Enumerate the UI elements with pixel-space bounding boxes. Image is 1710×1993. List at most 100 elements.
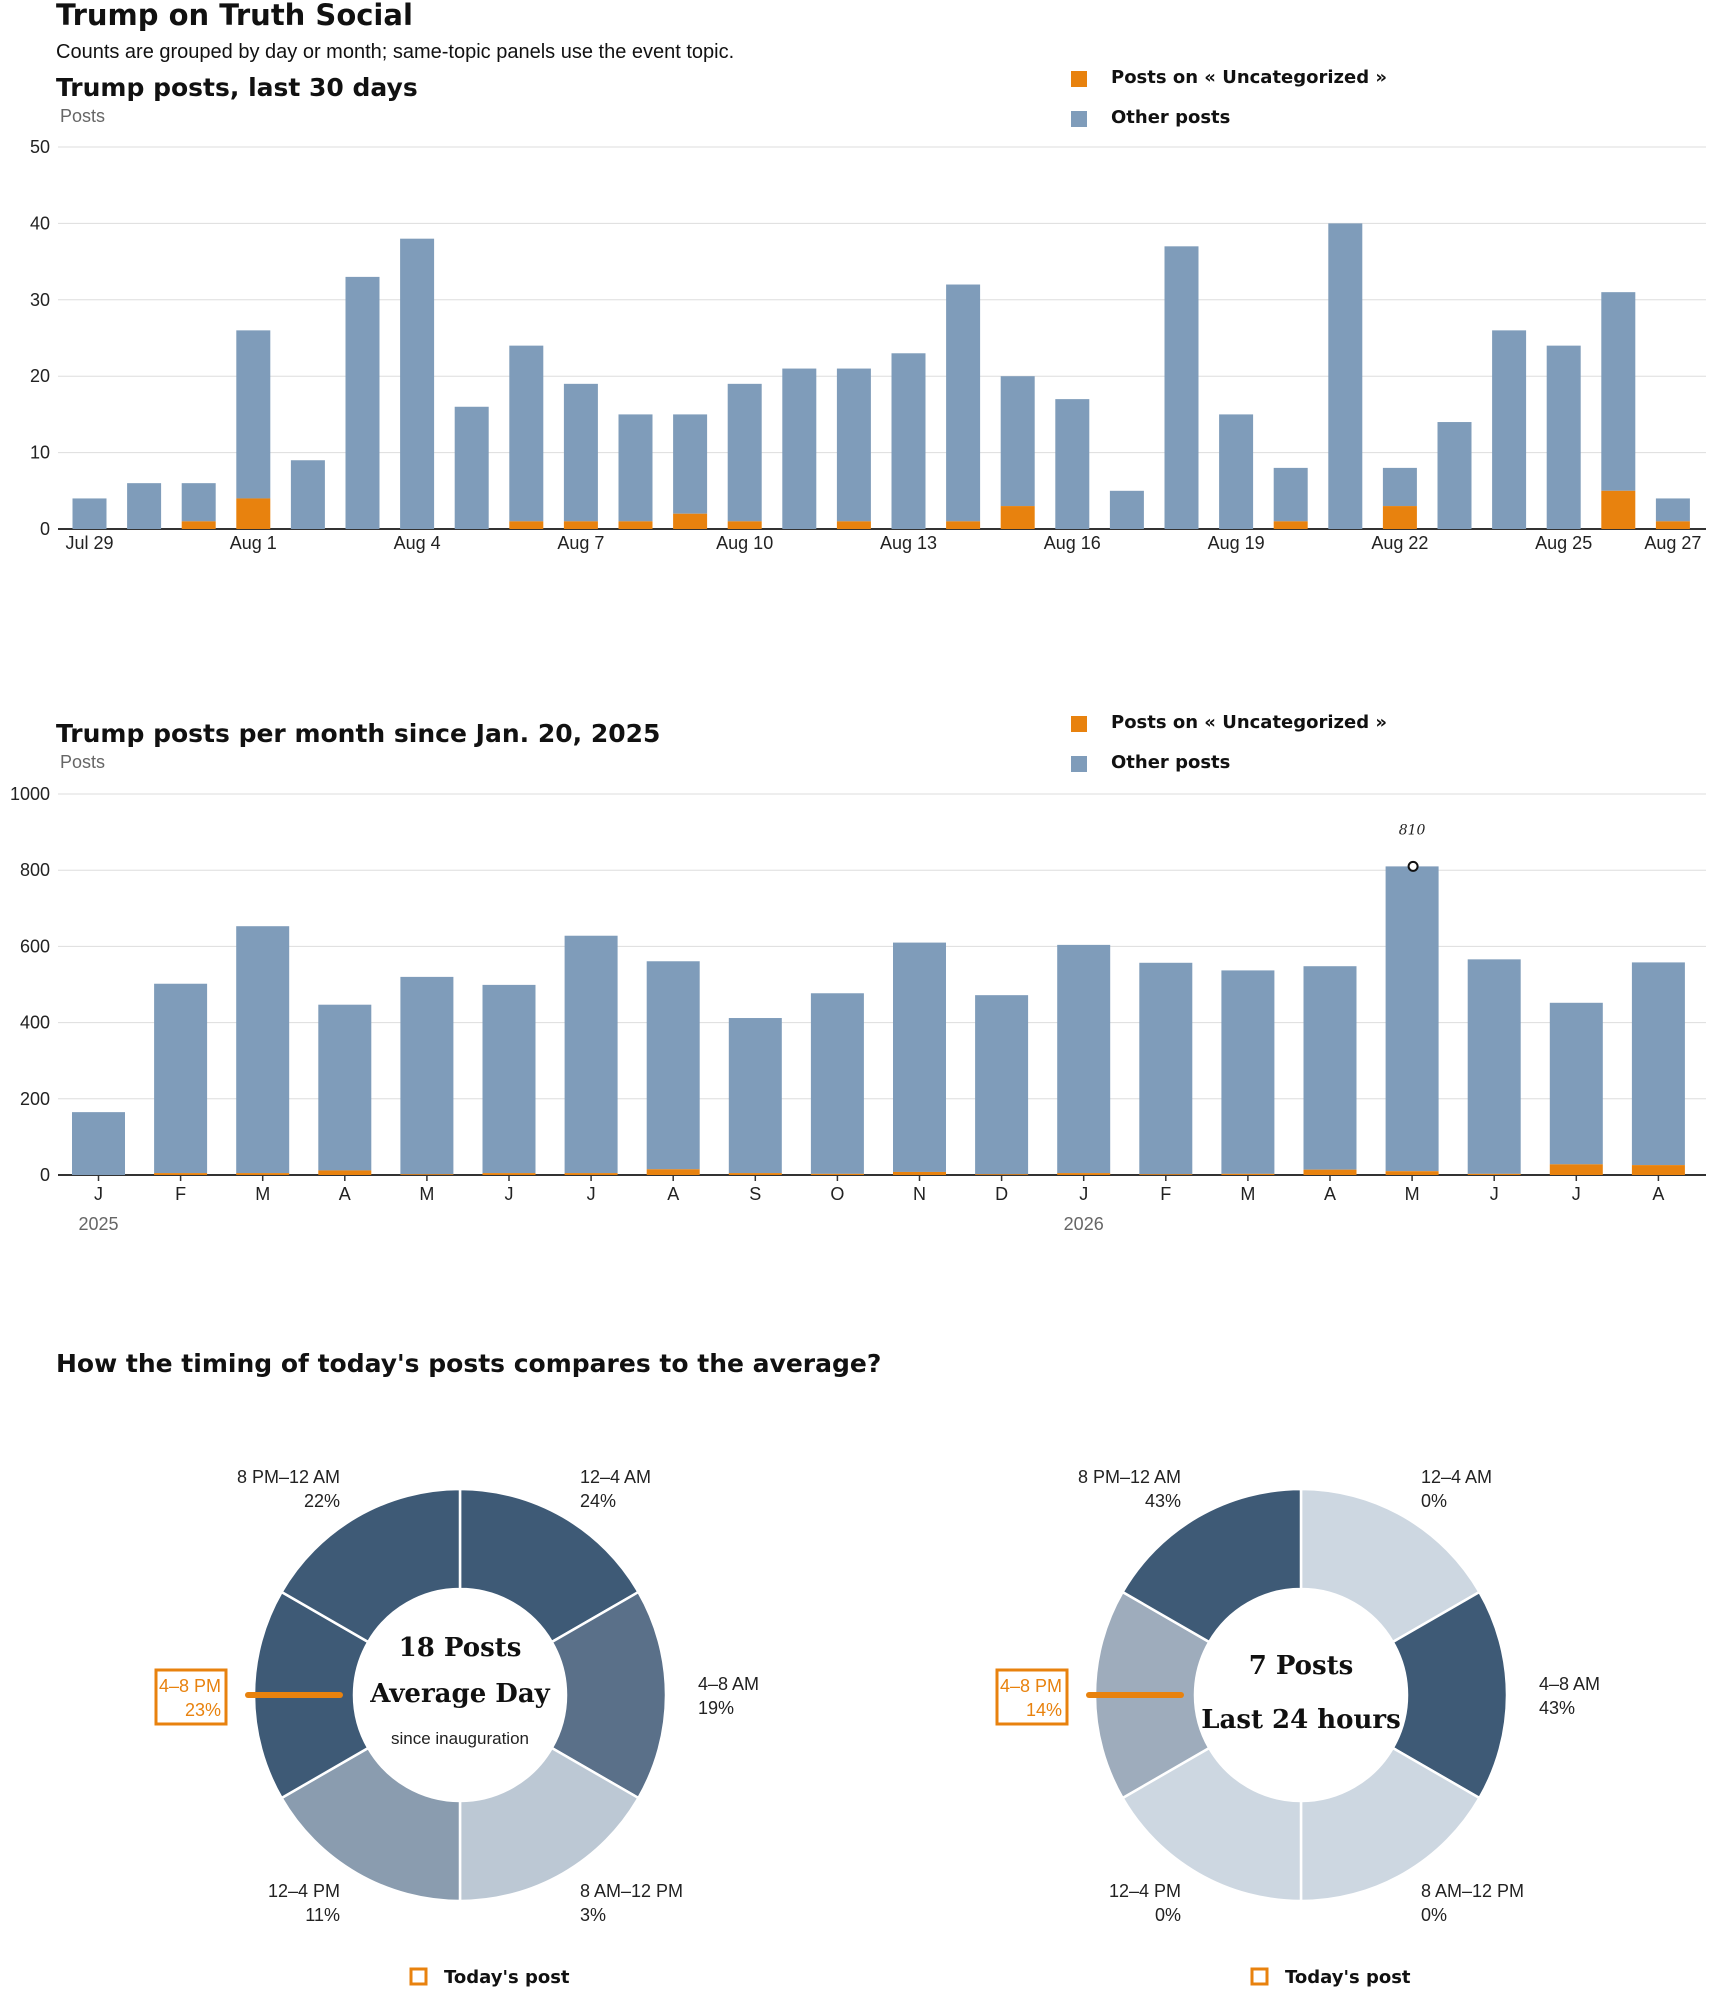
bar-topic-posts	[975, 1174, 1029, 1175]
x-tick-label: J	[94, 1184, 103, 1204]
y-tick-label: 40	[30, 213, 50, 233]
bar-topic-posts	[1382, 506, 1417, 529]
average-day-donut: 12–4 AM 24% 4–8 AM 19% 8 AM–12 PM 3% 12–4 PM 11…	[154, 1467, 759, 1988]
bar-other-posts	[181, 483, 216, 522]
bar-topic-posts	[893, 1171, 946, 1175]
x-tick-label: Aug 27	[1644, 533, 1701, 553]
bar-other-posts	[891, 353, 926, 529]
x-tick-label: Aug 16	[1044, 533, 1101, 553]
bar-other-posts	[1057, 944, 1111, 1174]
x-tick-label: F	[175, 1184, 186, 1204]
todays-post-legend-label: Today's post	[1285, 1967, 1411, 1988]
x-tick-label: O	[830, 1184, 844, 1204]
y-tick-label: 0	[40, 519, 50, 539]
donut-slice-pct: 14%	[1026, 1700, 1062, 1720]
x-tick-label: Aug 19	[1208, 533, 1265, 553]
bar-topic-posts	[1655, 521, 1690, 529]
donut-center-caption: Last 24 hours	[1201, 1705, 1401, 1735]
bar-topic-posts	[509, 521, 544, 529]
daily-chart-title: Trump posts, last 30 days	[56, 73, 418, 102]
x-tick-label: S	[749, 1184, 761, 1204]
y-tick-label: 1000	[10, 784, 50, 804]
bar-other-posts	[1273, 467, 1308, 522]
bar-other-posts	[893, 942, 946, 1172]
y-tick-label: 30	[30, 290, 50, 310]
x-tick-label: Jul 29	[65, 533, 113, 553]
bar-other-posts	[646, 961, 700, 1170]
donut-slice-pct: 23%	[185, 1700, 221, 1720]
bar-topic-posts	[1385, 1171, 1439, 1175]
bar-other-posts	[454, 406, 489, 529]
x-tick-label: J	[1490, 1184, 1499, 1204]
bar-other-posts	[1219, 414, 1254, 529]
peak-marker	[1407, 860, 1419, 872]
donut-slice-pct: 0%	[1421, 1905, 1447, 1925]
bar-other-posts	[290, 460, 325, 529]
y-tick-label: 400	[20, 1013, 50, 1033]
bar-other-posts	[1437, 422, 1472, 529]
bar-other-posts	[1385, 866, 1439, 1172]
legend-other-label: Other posts	[1111, 752, 1230, 773]
bar-other-posts	[236, 926, 290, 1174]
legend-topic-swatch	[1071, 716, 1087, 732]
bar-other-posts	[1467, 959, 1521, 1174]
donut-slice	[1391, 1590, 1509, 1800]
donut-slice	[1299, 1487, 1482, 1644]
monthly-chart-title: Trump posts per month since Jan. 20, 202…	[56, 719, 660, 748]
x-tick-label: A	[1324, 1184, 1336, 1204]
x-tick-label: Aug 25	[1535, 533, 1592, 553]
donut-slice-label: 4–8 PM	[1000, 1676, 1062, 1696]
bar-other-posts	[975, 995, 1029, 1175]
bar-topic-posts	[728, 1173, 782, 1175]
bar-topic-posts	[181, 521, 216, 529]
x-tick-label: M	[1240, 1184, 1255, 1204]
y-tick-label: 10	[30, 443, 50, 463]
bar-other-posts	[618, 414, 653, 522]
donut-center-caption: Average Day	[369, 1679, 550, 1709]
donut-slice-label: 4–8 PM	[159, 1676, 221, 1696]
x-tick-label: Aug 7	[557, 533, 604, 553]
bar-other-posts	[1328, 223, 1363, 529]
bar-other-posts	[564, 935, 618, 1174]
donut-slice-label: 8 AM–12 PM	[580, 1881, 683, 1901]
donut-slice-label: 8 PM–12 AM	[237, 1467, 340, 1487]
bar-topic-posts	[482, 1173, 536, 1175]
donut-slice-label: 4–8 AM	[1539, 1674, 1600, 1694]
legend-other-swatch	[1071, 756, 1087, 772]
bar-other-posts	[72, 498, 107, 529]
legend-topic-label: Posts on « Uncategorized »	[1111, 712, 1387, 733]
bar-other-posts	[1655, 498, 1690, 522]
bar-other-posts	[1601, 292, 1636, 491]
page-subtitle: Counts are grouped by day or month; same…	[56, 41, 734, 63]
bar-topic-posts	[1000, 506, 1035, 529]
bar-topic-posts	[563, 521, 598, 529]
bar-other-posts	[482, 984, 536, 1174]
x-tick-label: F	[1160, 1184, 1171, 1204]
bar-other-posts	[1164, 246, 1199, 529]
donut-slice-pct: 43%	[1539, 1698, 1575, 1718]
x-tick-label: J	[1079, 1184, 1088, 1204]
bar-topic-posts	[154, 1173, 208, 1175]
donut-slice-label: 12–4 AM	[580, 1467, 651, 1487]
bar-topic-posts	[1221, 1173, 1275, 1175]
bar-other-posts	[946, 284, 981, 522]
bar-other-posts	[1631, 962, 1685, 1166]
monthly-chart-legend: Posts on « Uncategorized » Other posts	[1071, 712, 1387, 773]
daily-chart-legend: Posts on « Uncategorized » Other posts	[1071, 67, 1387, 128]
x-tick-label: Aug 13	[880, 533, 937, 553]
x-tick-label: Aug 10	[716, 533, 773, 553]
y-tick-label: 600	[20, 936, 50, 956]
bar-other-posts	[236, 330, 271, 499]
y-tick-label: 800	[20, 860, 50, 880]
bar-topic-posts	[646, 1169, 700, 1175]
donut-slice	[458, 1487, 641, 1644]
donut-slice-pct: 22%	[304, 1491, 340, 1511]
bar-other-posts	[1492, 330, 1527, 529]
bar-other-posts	[1221, 970, 1275, 1174]
donut-slice-pct: 11%	[305, 1905, 340, 1925]
monthly-chart-ylabel: Posts	[60, 752, 105, 772]
x-tick-label: A	[1652, 1184, 1664, 1204]
bar-other-posts	[400, 976, 454, 1175]
bar-other-posts	[727, 383, 762, 522]
